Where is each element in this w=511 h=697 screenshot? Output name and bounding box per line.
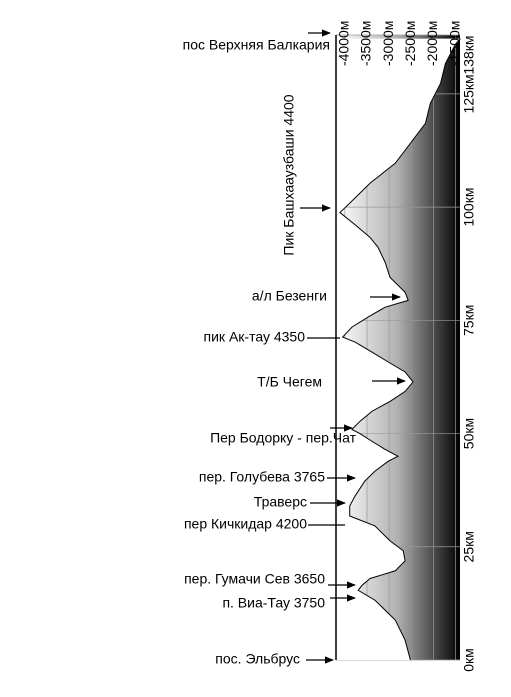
y-tick-label: -2500м	[402, 21, 418, 66]
x-tick-label: 138км	[461, 35, 477, 74]
y-tick-label: -3000м	[380, 21, 396, 66]
x-tick-label: 75км	[461, 305, 477, 336]
annotation: Пер Бодорку - пер.Чат	[210, 430, 357, 446]
profile-line	[339, 38, 461, 661]
annotation: Траверс	[254, 494, 307, 510]
annotation: пос. Эльбрус	[215, 651, 300, 667]
y-tick-label: -3500м	[358, 21, 374, 66]
annotation: пер. Голубева 3765	[199, 469, 325, 485]
annotation: п. Виа-Тау 3750	[222, 595, 325, 611]
x-tick-label: 50км	[461, 418, 477, 449]
annotation: пер Кичкидар 4200	[184, 516, 307, 532]
annotation: пос Верхняя Балкария	[183, 37, 330, 53]
y-tick-label: -2000м	[424, 21, 440, 66]
annotation: а/л Безенги	[252, 288, 327, 304]
annotation: Пик Башхааузбаши 4400	[281, 94, 297, 255]
y-tick-label: -4000м	[336, 21, 352, 66]
annotation: пик Ак-тау 4350	[204, 329, 306, 345]
annotation: пер. Гумачи Сев 3650	[184, 571, 325, 587]
annotation: Т/Б Чегем	[257, 374, 322, 390]
x-tick-label: 100км	[461, 188, 477, 227]
x-tick-label: 125км	[461, 74, 477, 113]
x-tick-label: 0км	[461, 648, 477, 672]
y-tick-label: -1500м	[446, 21, 462, 66]
x-tick-label: 25км	[461, 531, 477, 562]
